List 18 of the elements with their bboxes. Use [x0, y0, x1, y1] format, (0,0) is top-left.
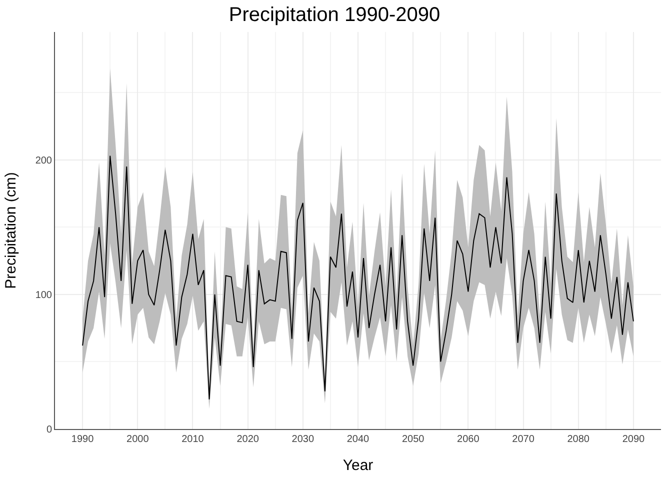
x-tick-label: 2000	[126, 434, 150, 445]
chart-title: Precipitation 1990-2090	[228, 4, 440, 26]
x-tick-label: 2030	[292, 434, 314, 445]
x-tick-label: 2090	[622, 434, 646, 445]
x-tick-label: 2060	[457, 434, 480, 445]
x-tick-label: 2070	[512, 434, 535, 445]
x-tick-label: 2050	[402, 434, 425, 445]
x-axis-title: Year	[342, 457, 374, 474]
y-axis-title: Precipitation (cm)	[2, 172, 20, 289]
x-tick-label: 1990	[71, 434, 94, 445]
x-tick-label: 2020	[236, 434, 260, 445]
x-tick-label: 2080	[567, 434, 590, 445]
y-tick-label: 0	[46, 424, 52, 436]
y-tick-label: 200	[35, 155, 52, 166]
y-tick-label: 100	[35, 290, 52, 301]
line-series	[82, 155, 634, 400]
x-tick-label: 2010	[182, 434, 204, 445]
x-tick-label: 2040	[346, 434, 370, 445]
